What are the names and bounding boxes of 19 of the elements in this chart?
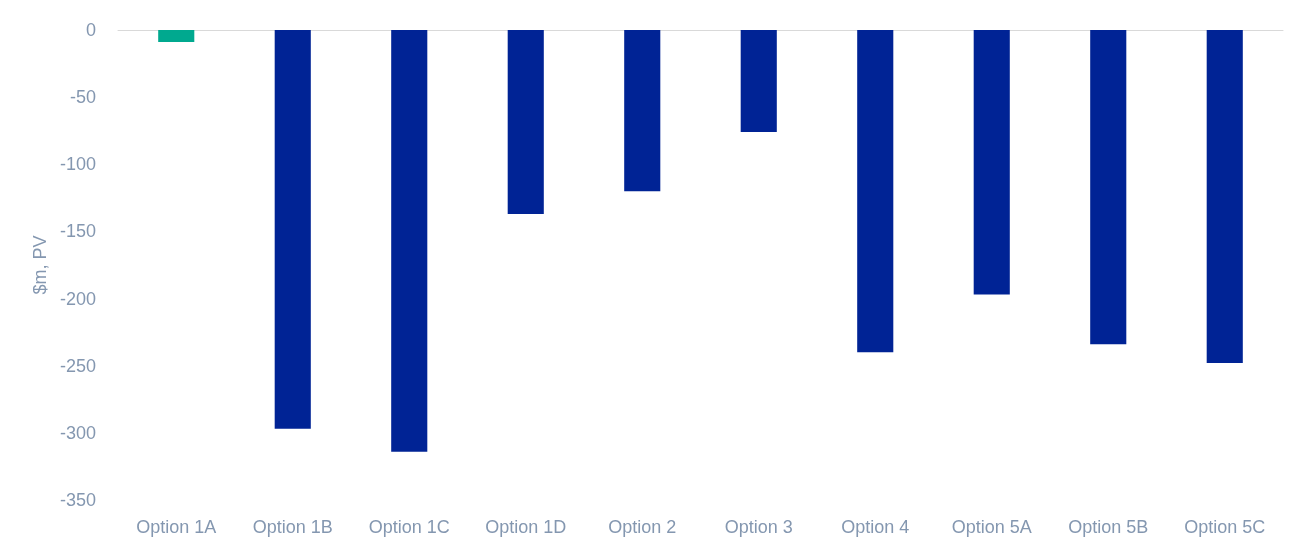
y-tick-label: -50 [69, 87, 96, 108]
x-tick-label: Option 5A [951, 517, 1032, 537]
y-tick-label: -150 [59, 221, 96, 242]
y-tick-label: -300 [59, 422, 96, 443]
x-tick-label: Option 1A [136, 517, 217, 537]
x-tick-label: Option 5C [1184, 517, 1266, 537]
x-tick-label: Option 3 [724, 517, 793, 537]
x-tick-label: Option 1B [252, 517, 333, 537]
y-tick-label: -100 [59, 154, 96, 175]
y-axis-title: $m, PV [30, 235, 51, 295]
y-tick-label: -250 [59, 355, 96, 376]
x-tick-label: Option 1C [368, 517, 450, 537]
x-tick-label: Option 5B [1068, 517, 1149, 537]
x-tick-label: Option 1D [485, 517, 567, 537]
x-tick-label: Option 2 [608, 517, 677, 537]
y-tick-label: 0 [85, 20, 96, 40]
x-tick-label: Option 4 [841, 517, 910, 537]
y-tick-label: -350 [59, 490, 96, 510]
y-tick-label: -200 [59, 288, 96, 309]
